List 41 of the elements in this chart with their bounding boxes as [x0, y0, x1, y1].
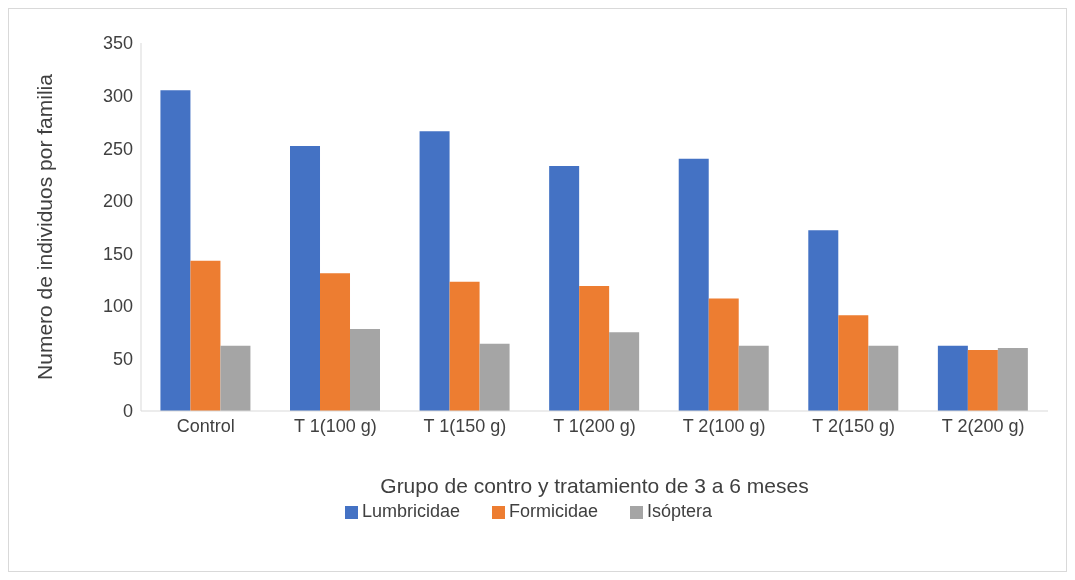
x-tick-label: Control	[176, 415, 235, 436]
x-tick-label: T 2(200 g)	[941, 415, 1025, 436]
y-tick-label: 350	[102, 33, 133, 54]
y-tick-label: 150	[102, 243, 133, 264]
x-tick-label: T 1(100 g)	[294, 415, 377, 436]
bar	[419, 131, 450, 411]
bar	[609, 332, 640, 411]
bar	[479, 343, 510, 411]
legend-label: Isóptera	[647, 501, 713, 521]
x-tick-label: T 2(100 g)	[682, 415, 766, 436]
y-tick-label: 50	[112, 348, 133, 369]
bar	[678, 158, 709, 411]
bar	[220, 345, 251, 411]
bar	[160, 90, 191, 411]
bar	[937, 345, 968, 411]
y-tick-label: 100	[102, 296, 133, 317]
x-tick-label: T 1(150 g)	[423, 415, 507, 436]
bar	[967, 350, 998, 411]
bar	[868, 345, 899, 411]
bar	[190, 260, 221, 411]
bar	[738, 345, 769, 411]
x-axis-title: Grupo de contro y tratamiento de 3 a 6 meses	[380, 474, 809, 497]
y-tick-label: 0	[122, 401, 133, 422]
bar	[320, 273, 351, 411]
bar	[838, 315, 869, 411]
x-tick-label: T 1(200 g)	[553, 415, 636, 436]
bar	[449, 281, 480, 411]
y-tick-label: 300	[102, 85, 133, 106]
x-tick-label: T 2(150 g)	[812, 415, 895, 436]
y-axis-title: Numero de individuos por familia	[33, 73, 57, 380]
legend-label: Formicidae	[508, 501, 599, 521]
y-tick-label: 200	[102, 191, 133, 212]
bar	[350, 328, 381, 411]
legend-label: Lumbricidae	[361, 501, 460, 521]
bar	[808, 230, 839, 411]
y-tick-label: 250	[102, 138, 133, 159]
bar	[579, 285, 610, 411]
bar	[997, 347, 1028, 411]
bar	[708, 298, 739, 411]
bar	[290, 146, 321, 411]
bar	[549, 166, 580, 411]
